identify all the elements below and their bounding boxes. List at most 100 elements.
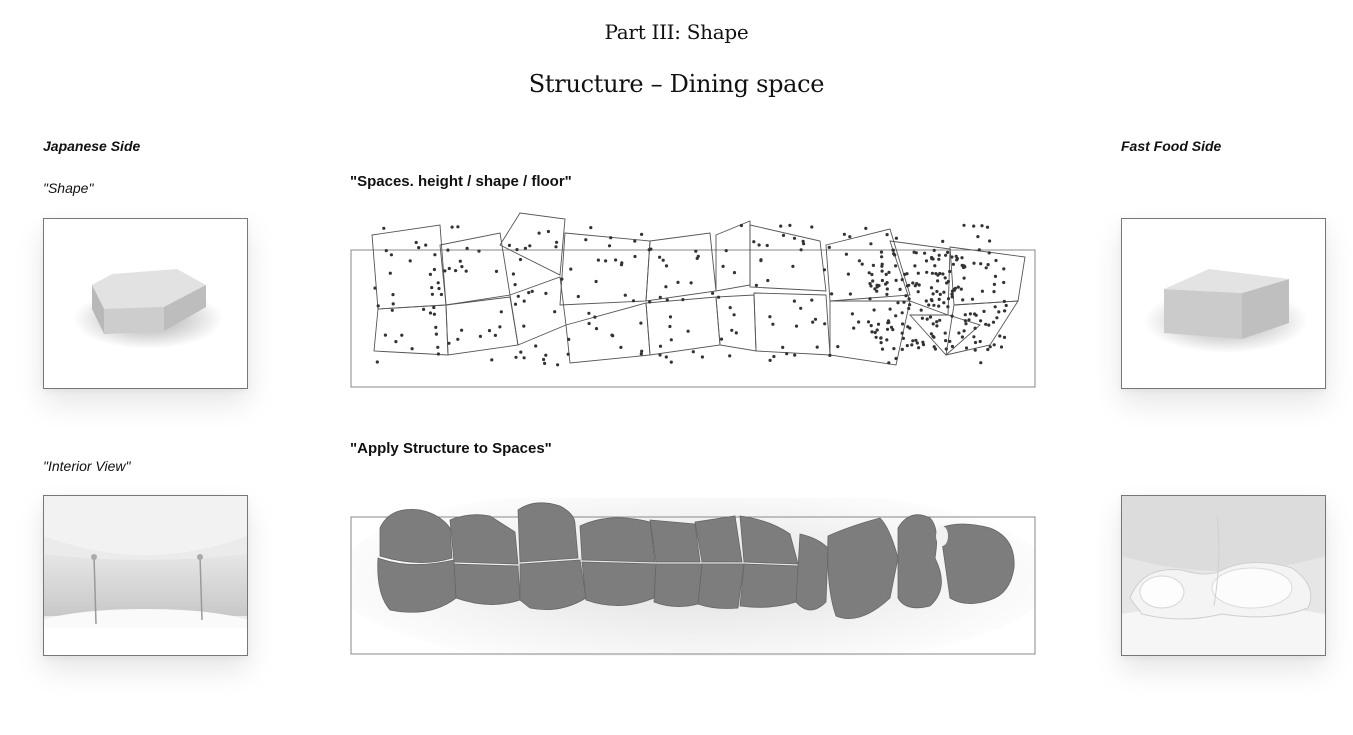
space-point	[973, 340, 978, 345]
space-point	[647, 248, 651, 252]
space-point	[434, 325, 438, 329]
space-point	[414, 240, 418, 245]
space-point	[921, 340, 925, 344]
space-point	[518, 257, 523, 262]
space-point	[842, 232, 846, 236]
space-point	[852, 326, 856, 330]
space-point	[913, 264, 917, 268]
space-point	[383, 333, 387, 337]
space-point	[794, 324, 799, 328]
space-point	[522, 324, 526, 328]
space-point	[927, 303, 931, 307]
structure-applied-image	[333, 483, 1053, 673]
space-point	[487, 329, 492, 333]
space-point	[915, 282, 919, 286]
space-point	[391, 302, 395, 306]
space-point	[560, 277, 564, 281]
space-point	[961, 298, 965, 302]
space-point	[689, 281, 693, 285]
space-point	[870, 272, 874, 277]
pentagon-prism-image	[73, 269, 223, 349]
space-point	[530, 289, 534, 293]
space-volume-outline	[825, 228, 911, 302]
space-point	[376, 304, 380, 308]
space-point	[696, 254, 700, 258]
space-point	[730, 328, 734, 332]
fast-food-side-label: Fast Food Side	[1121, 138, 1222, 154]
space-point	[964, 322, 968, 326]
space-point	[846, 272, 850, 276]
space-point	[932, 248, 936, 252]
space-point	[933, 264, 937, 268]
page-pretitle: Part III: Shape	[604, 20, 749, 44]
space-point	[907, 297, 911, 301]
space-point	[519, 350, 523, 354]
space-point	[522, 299, 526, 303]
space-point	[391, 293, 395, 297]
space-point	[664, 264, 669, 268]
space-point	[813, 317, 818, 321]
space-point	[477, 249, 481, 253]
space-point	[959, 287, 963, 291]
pentagon-shape-render	[43, 218, 248, 389]
space-point	[436, 352, 440, 356]
space-point	[543, 361, 547, 365]
space-point	[779, 224, 783, 228]
space-volume-outline	[371, 224, 447, 310]
space-point	[802, 242, 806, 246]
space-point	[534, 344, 538, 348]
space-point	[982, 309, 986, 313]
space-point	[900, 347, 904, 351]
space-point	[669, 338, 673, 342]
space-point	[879, 250, 884, 254]
space-point	[960, 256, 964, 260]
space-volume-outline	[499, 212, 566, 276]
space-point	[456, 337, 460, 341]
space-point	[394, 340, 398, 344]
space-point	[937, 253, 941, 257]
space-point	[973, 326, 977, 330]
space-point	[894, 236, 899, 240]
space-point	[885, 233, 889, 237]
space-point	[950, 292, 954, 296]
space-point	[948, 339, 952, 343]
space-point	[728, 306, 732, 310]
space-point	[986, 347, 990, 352]
space-point	[920, 316, 925, 320]
space-point	[938, 318, 942, 322]
space-point	[923, 251, 927, 255]
space-point	[556, 363, 560, 367]
space-point	[925, 270, 929, 274]
space-point	[460, 328, 464, 332]
space-point	[555, 240, 559, 244]
space-point	[527, 291, 531, 295]
space-point	[987, 251, 991, 255]
space-point	[868, 282, 872, 286]
space-point	[992, 282, 997, 286]
space-point	[791, 264, 795, 268]
space-point	[446, 248, 450, 252]
space-point	[507, 243, 511, 247]
space-point	[944, 347, 948, 351]
space-point	[768, 358, 772, 362]
space-point	[594, 327, 599, 331]
space-point	[932, 303, 936, 307]
space-point	[911, 281, 915, 285]
space-point	[962, 223, 966, 227]
space-point	[801, 239, 805, 243]
space-point	[719, 337, 724, 341]
space-point	[998, 334, 1002, 338]
space-volume-outline	[565, 302, 651, 364]
space-point	[885, 287, 889, 291]
space-point	[576, 294, 580, 299]
space-point	[994, 258, 998, 263]
space-point	[511, 272, 515, 276]
space-point	[658, 295, 662, 299]
space-point	[924, 259, 929, 263]
space-point	[544, 353, 548, 357]
space-point	[885, 338, 889, 342]
space-point	[408, 259, 412, 263]
space-point	[658, 255, 662, 259]
space-point	[977, 248, 981, 252]
structure-heading: "Apply Structure to Spaces"	[350, 440, 552, 457]
